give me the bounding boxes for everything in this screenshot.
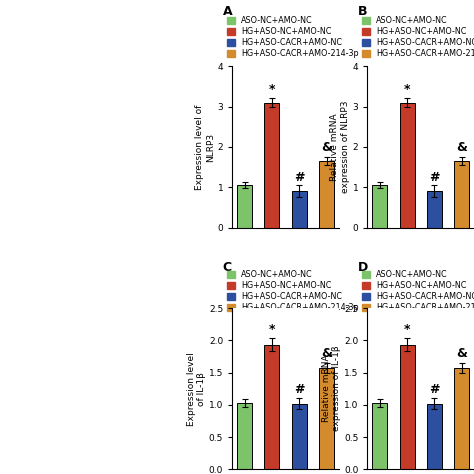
Text: *: * [404, 83, 410, 96]
Bar [372, 185, 387, 228]
Bar [319, 161, 334, 228]
Text: #: # [294, 171, 304, 184]
Bar [454, 161, 469, 228]
Text: &: & [321, 347, 332, 360]
Text: D: D [358, 261, 368, 273]
Bar [400, 345, 415, 469]
Bar [292, 191, 307, 228]
Text: *: * [269, 83, 275, 96]
Text: C: C [223, 261, 232, 273]
Text: B: B [358, 5, 367, 18]
Legend: ASO-NC+AMO-NC, HG+ASO-NC+AMO-NC, HG+ASO-CACR+AMO-NC, HG+ASO-CACR+AMO-214-3p: ASO-NC+AMO-NC, HG+ASO-NC+AMO-NC, HG+ASO-… [362, 270, 474, 312]
Legend: ASO-NC+AMO-NC, HG+ASO-NC+AMO-NC, HG+ASO-CACR+AMO-NC, HG+ASO-CACR+AMO-214-3p: ASO-NC+AMO-NC, HG+ASO-NC+AMO-NC, HG+ASO-… [227, 16, 359, 58]
Text: &: & [456, 141, 467, 154]
Text: #: # [429, 171, 439, 184]
Bar [264, 103, 280, 228]
Bar [292, 403, 307, 469]
Text: *: * [404, 323, 410, 337]
Bar [400, 103, 415, 228]
Y-axis label: Expression level
of IL-1β: Expression level of IL-1β [187, 352, 206, 426]
Bar [427, 403, 442, 469]
Y-axis label: Relative mRNA
expression of IL-1β: Relative mRNA expression of IL-1β [322, 346, 341, 431]
Legend: ASO-NC+AMO-NC, HG+ASO-NC+AMO-NC, HG+ASO-CACR+AMO-NC, HG+ASO-CACR+AMO-214-3p: ASO-NC+AMO-NC, HG+ASO-NC+AMO-NC, HG+ASO-… [227, 270, 359, 312]
Text: A: A [223, 5, 232, 18]
Bar [237, 185, 252, 228]
Bar [264, 345, 280, 469]
Y-axis label: Expression level of
NLRP3: Expression level of NLRP3 [195, 104, 215, 190]
Text: &: & [321, 141, 332, 154]
Bar [237, 403, 252, 469]
Text: *: * [269, 323, 275, 337]
Bar [454, 368, 469, 469]
Y-axis label: Relative mRNA
expression of NLRP3: Relative mRNA expression of NLRP3 [330, 100, 350, 193]
Bar [372, 403, 387, 469]
Bar [319, 368, 334, 469]
Bar [427, 191, 442, 228]
Legend: ASO-NC+AMO-NC, HG+ASO-NC+AMO-NC, HG+ASO-CACR+AMO-NC, HG+ASO-CACR+AMO-214-3p: ASO-NC+AMO-NC, HG+ASO-NC+AMO-NC, HG+ASO-… [362, 16, 474, 58]
Text: &: & [456, 347, 467, 360]
Text: #: # [294, 383, 304, 396]
Text: #: # [429, 383, 439, 396]
